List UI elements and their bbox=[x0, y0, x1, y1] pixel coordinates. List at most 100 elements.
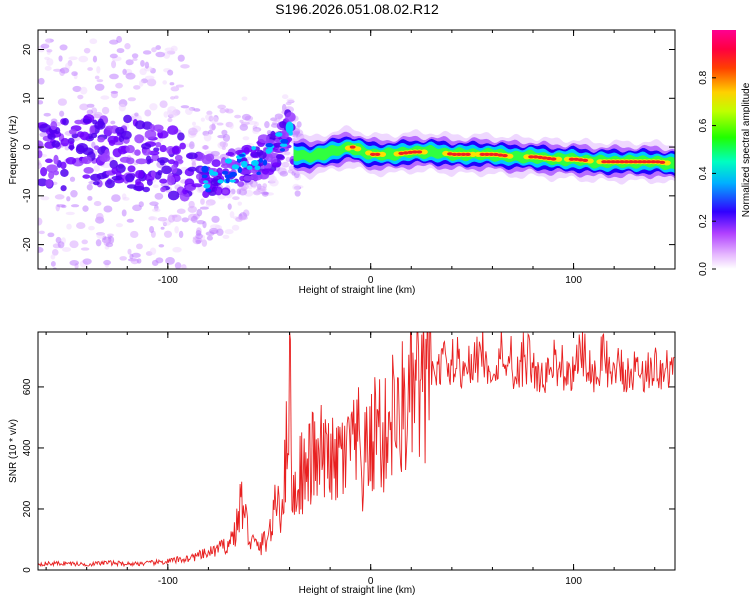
spectrogram-noise-blob bbox=[170, 96, 176, 100]
spectrogram-peak-blob bbox=[577, 158, 584, 162]
spectrogram-signal-blob bbox=[40, 167, 48, 177]
spectrogram-signal-blob bbox=[239, 168, 252, 176]
spectrogram-noise-blob bbox=[40, 196, 50, 201]
spectrogram-bright-blob bbox=[275, 132, 283, 137]
spectrogram-signal-blob bbox=[60, 168, 69, 177]
spectrogram-noise-blob bbox=[59, 110, 65, 117]
spectrogram-signal-blob bbox=[82, 174, 91, 179]
snr-point bbox=[593, 374, 594, 375]
snr-point bbox=[532, 371, 533, 372]
spectrogram-noise-blob bbox=[131, 252, 141, 258]
spectrogram-bright-blob bbox=[268, 146, 273, 153]
snr-point bbox=[664, 374, 665, 375]
spectrogram-noise-blob bbox=[121, 193, 127, 200]
snr-point bbox=[512, 374, 513, 375]
spectrogram-noise-blob bbox=[152, 184, 159, 189]
spectrogram-bright-blob bbox=[237, 166, 243, 174]
spectrogram-peak-blob bbox=[627, 160, 634, 164]
spectrogram-noise-blob bbox=[161, 268, 164, 269]
spectrogram-signal-blob bbox=[270, 130, 276, 140]
snr-y-tick-label: 0 bbox=[22, 567, 33, 573]
spectrogram-signal-blob bbox=[68, 128, 77, 135]
spectrogram-peak-blob bbox=[632, 160, 639, 164]
spectrogram-x-label: Height of straight line (km) bbox=[299, 285, 416, 296]
spectrogram-noise-blob bbox=[109, 53, 118, 59]
spectrogram-noise-blob bbox=[80, 86, 88, 95]
spectrogram-noise-blob bbox=[95, 239, 102, 247]
spectrogram-peak-blob bbox=[568, 157, 575, 161]
spectrogram-peak-blob bbox=[636, 160, 643, 164]
spectrogram-noise-blob bbox=[88, 225, 95, 231]
spectrogram-peak-blob bbox=[492, 152, 499, 157]
spectrogram-noise-blob bbox=[151, 47, 157, 53]
snr-point bbox=[421, 399, 422, 400]
spectrogram-signal-blob bbox=[60, 161, 67, 170]
spectrogram-hot-blob bbox=[505, 153, 514, 159]
spectrogram-hot-blob bbox=[554, 156, 563, 162]
spectrogram-signal-blob bbox=[170, 164, 178, 174]
spectrogram-noise-blob bbox=[178, 230, 184, 239]
snr-point bbox=[461, 371, 462, 372]
spectrogram-noise-blob bbox=[157, 217, 168, 222]
colorbar-tick-label: 0.2 bbox=[698, 214, 709, 228]
spectrogram-x-tick-label: 100 bbox=[565, 275, 582, 286]
spectrogram-noise-blob bbox=[187, 205, 198, 213]
snr-point bbox=[293, 496, 294, 497]
spectrogram-noise-blob bbox=[179, 265, 188, 269]
spectrogram-signal-blob bbox=[187, 166, 197, 172]
spectrogram-hot-blob bbox=[663, 160, 671, 166]
spectrogram-noise-blob bbox=[38, 100, 44, 105]
spectrogram-signal-blob bbox=[182, 187, 188, 195]
snr-point bbox=[317, 472, 318, 473]
spectrogram-noise-blob bbox=[136, 243, 143, 250]
spectrogram-signal-blob bbox=[123, 114, 132, 124]
spectrogram-noise-blob bbox=[59, 44, 68, 51]
spectrogram-signal-blob bbox=[202, 190, 210, 199]
spectrogram-signal-blob bbox=[153, 147, 160, 152]
spectrogram-noise-blob bbox=[219, 141, 227, 148]
snr-point bbox=[269, 533, 270, 534]
spectrogram-noise-blob bbox=[43, 112, 51, 117]
spectrogram-peak-blob bbox=[479, 152, 486, 156]
spectrogram-noise-blob bbox=[263, 191, 269, 196]
snr-point bbox=[362, 478, 363, 479]
spectrogram-bright-blob bbox=[251, 159, 259, 167]
spectrogram-noise-blob bbox=[133, 85, 141, 90]
spectrogram-peak-blob bbox=[641, 160, 648, 164]
spectrogram-noise-blob bbox=[245, 156, 254, 161]
spectrogram-signal-blob bbox=[60, 137, 70, 147]
spectrogram-y-tick-label: -20 bbox=[22, 237, 33, 252]
colorbar-ticks: 0.0 0.2 0.4 0.6 0.8 bbox=[698, 70, 716, 276]
spectrogram-noise-blob bbox=[149, 103, 158, 111]
snr-point bbox=[244, 514, 245, 515]
snr-point bbox=[256, 547, 257, 548]
spectrogram-x-tick-label: -100 bbox=[158, 275, 178, 286]
spectrogram-noise-blob bbox=[175, 84, 185, 88]
spectrogram-signal-blob bbox=[167, 159, 176, 165]
spectrogram-noise-blob bbox=[69, 260, 80, 266]
spectrogram-signal-blob bbox=[145, 155, 152, 165]
spectrogram-signal-blob bbox=[167, 190, 180, 201]
spectrogram-noise-blob bbox=[138, 80, 144, 87]
spectrogram-bright-blob bbox=[201, 174, 208, 179]
spectrogram-peak-blob bbox=[402, 151, 409, 155]
spectrogram-signal-blob bbox=[250, 149, 257, 154]
snr-point bbox=[451, 368, 452, 369]
spectrogram-noise-blob bbox=[167, 106, 177, 114]
spectrogram-signal-blob bbox=[111, 175, 123, 181]
spectrogram-noise-blob bbox=[65, 211, 75, 216]
spectrogram-bright-blob bbox=[221, 170, 229, 175]
snr-point bbox=[248, 536, 249, 537]
spectrogram-noise-blob bbox=[38, 246, 44, 253]
spectrogram-noise-blob bbox=[181, 217, 189, 223]
spectrogram-noise-blob bbox=[225, 108, 234, 114]
snr-point bbox=[261, 545, 262, 546]
spectrogram-noise-blob bbox=[235, 216, 243, 222]
spectrogram-noise-blob bbox=[174, 262, 182, 269]
spectrogram-signal-blob bbox=[92, 119, 98, 125]
snr-point bbox=[634, 371, 635, 372]
spectrogram-noise-blob bbox=[155, 257, 164, 264]
spectrogram-signal-blob bbox=[48, 171, 55, 180]
snr-point bbox=[265, 539, 266, 540]
spectrogram-signal-blob bbox=[47, 133, 56, 140]
